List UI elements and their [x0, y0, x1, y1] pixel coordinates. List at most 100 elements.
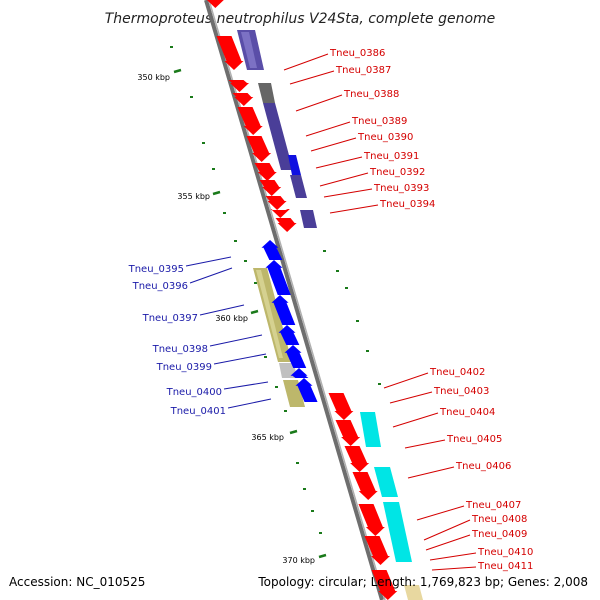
forward-gene-arrow	[246, 136, 272, 162]
tick-360	[250, 309, 259, 315]
forward-gene-arrow	[216, 36, 244, 70]
callout-line	[283, 53, 329, 71]
gene-label: Tneu_0390	[357, 132, 413, 143]
callout-line	[383, 372, 429, 389]
forward-gene-arrow	[344, 446, 370, 472]
callout-line	[329, 204, 379, 214]
forward-gene-arrow	[254, 163, 277, 181]
gene-label: Tneu_0410	[477, 547, 533, 558]
forward-gene-arrow	[335, 420, 361, 446]
callout-line	[289, 70, 335, 85]
reverse-gene-arrow	[284, 345, 307, 368]
callout-line	[423, 519, 471, 541]
scale-dot	[264, 356, 267, 358]
cog-block-0394	[300, 210, 317, 228]
callout-line	[416, 505, 465, 521]
scale-dot	[284, 410, 287, 412]
scale-dot	[296, 462, 299, 464]
callout-line	[295, 94, 343, 112]
callout-line	[185, 256, 232, 267]
gene-callouts: Tneu_0386 Tneu_0387 Tneu_0388 Tneu_0389 Tneu…	[128, 48, 534, 572]
gene-label: Tneu_0386	[329, 48, 385, 59]
scale-dot	[336, 270, 339, 272]
scale-dots	[170, 46, 381, 534]
gene-label: Tneu_0404	[439, 407, 495, 418]
forward-gene-arrow	[364, 536, 391, 565]
callout-line	[209, 334, 263, 347]
scale-dot	[345, 287, 348, 289]
reverse-gene-arrow	[278, 325, 300, 345]
tick-label-350: 350 kbp	[137, 73, 170, 82]
scale-ticks: 350 kbp 355 kbp 360 kbp 365 kbp 370 kbp	[137, 68, 327, 565]
gene-label: Tneu_0396	[132, 281, 188, 292]
callout-line	[213, 353, 267, 365]
scale-dot	[234, 240, 237, 242]
callout-line	[223, 381, 269, 390]
scale-dot	[319, 532, 322, 534]
gene-track	[205, 0, 398, 600]
gene-label: Tneu_0403	[433, 386, 489, 397]
cog-block-0406	[374, 467, 398, 497]
callout-line	[407, 466, 455, 479]
scale-dot	[378, 383, 381, 385]
scale-dot	[303, 488, 306, 490]
accession-text: Accession: NC_010525	[9, 575, 145, 589]
scale-dot	[356, 320, 359, 322]
callout-line	[227, 398, 272, 409]
forward-gene-arrow	[237, 107, 263, 135]
scale-dot	[212, 168, 215, 170]
cog-blocks	[237, 30, 423, 600]
scale-dot	[311, 510, 314, 512]
callout-line	[189, 267, 233, 284]
gene-label: Tneu_0387	[335, 65, 391, 76]
callout-line	[310, 137, 357, 152]
callout-line	[429, 552, 477, 561]
gene-label: Tneu_0391	[363, 151, 419, 162]
gene-label: Tneu_0399	[156, 362, 212, 373]
callout-line	[392, 412, 439, 428]
gene-label: Tneu_0402	[429, 367, 485, 378]
tick-label-365: 365 kbp	[251, 433, 284, 442]
gene-label: Tneu_0411	[477, 561, 533, 572]
gene-label: Tneu_0394	[379, 199, 435, 210]
tick-365	[289, 429, 298, 435]
gene-label: Tneu_0401	[170, 406, 226, 417]
forward-gene-arrow	[205, 0, 224, 8]
reverse-gene-arrow	[261, 240, 283, 260]
genome-summary-text: Topology: circular; Length: 1,769,823 bp…	[257, 575, 588, 589]
forward-gene-arrow	[232, 93, 254, 106]
tick-label-370: 370 kbp	[282, 556, 315, 565]
callout-line	[323, 188, 373, 198]
gene-label: Tneu_0393	[373, 183, 429, 194]
reverse-gene-arrow	[265, 260, 291, 295]
gene-label: Tneu_0400	[166, 387, 222, 398]
gene-label: Tneu_0408	[471, 514, 527, 525]
scale-dot	[202, 142, 205, 144]
tick-370	[318, 553, 327, 559]
forward-gene-arrow	[358, 504, 385, 536]
callout-line	[315, 156, 363, 169]
cog-block-0389	[263, 103, 293, 170]
gene-label: Tneu_0388	[343, 89, 399, 100]
forward-gene-arrow	[328, 393, 354, 420]
forward-gene-arrow	[270, 209, 290, 218]
forward-gene-arrow	[371, 570, 398, 600]
reverse-gene-arrow	[295, 378, 318, 402]
scale-dot	[244, 260, 247, 262]
callout-line	[431, 566, 477, 571]
cog-block-0391	[288, 155, 301, 175]
forward-gene-arrow	[265, 196, 287, 210]
gene-label: Tneu_0406	[455, 461, 511, 472]
tick-label-360: 360 kbp	[215, 314, 248, 323]
forward-gene-arrow	[259, 180, 282, 196]
callout-line	[389, 391, 433, 404]
gene-label: Tneu_0392	[369, 167, 425, 178]
scale-dot	[254, 282, 257, 284]
gene-label: Tneu_0405	[446, 434, 502, 445]
gene-label: Tneu_0398	[152, 344, 208, 355]
gene-label: Tneu_0397	[142, 313, 198, 324]
reverse-gene-arrow	[290, 368, 309, 378]
cog-block-0392	[290, 175, 307, 198]
gene-label: Tneu_0409	[471, 529, 527, 540]
